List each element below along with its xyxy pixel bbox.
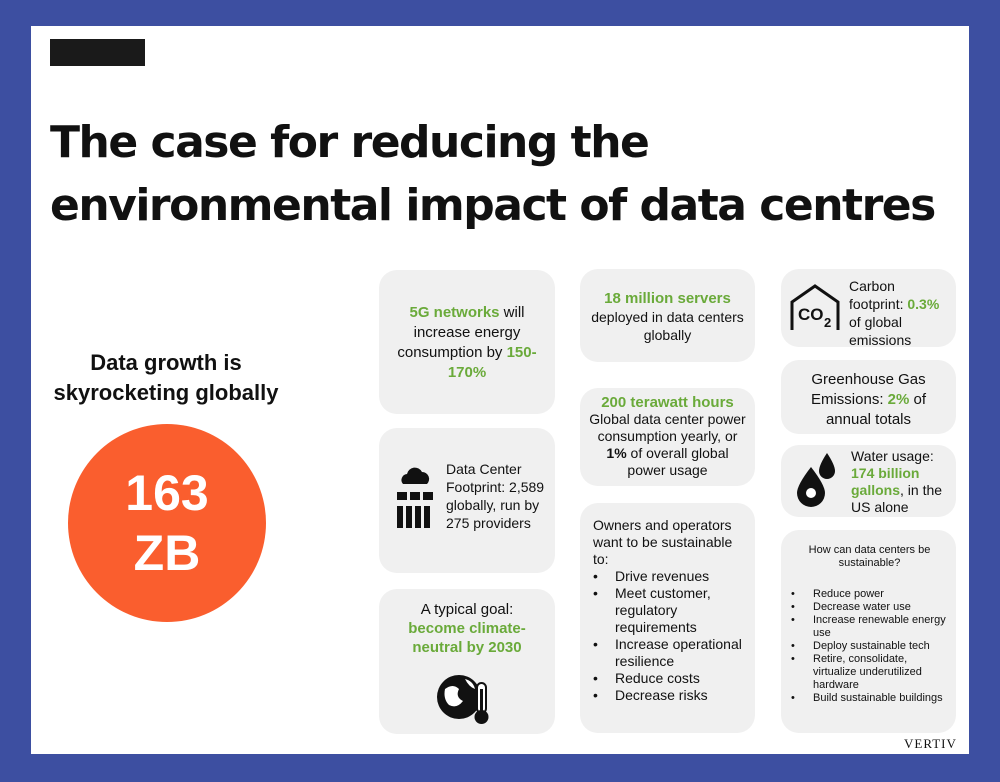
card-owners-operators: Owners and operators want to be sustaina… (580, 503, 755, 733)
list-item: Decrease water use (791, 601, 946, 614)
card-5g-networks: 5G networks will increase energy consump… (379, 270, 555, 414)
card-data-center-footprint: Data Center Footprint: 2,589 globally, r… (379, 428, 555, 573)
list-item: Build sustainable buildings (791, 692, 946, 705)
carbon-suffix: of global emissions (849, 314, 912, 348)
goal-label: A typical goal: (420, 601, 514, 618)
sustain-list: Reduce power Decrease water use Increase… (791, 588, 946, 705)
5g-text: will increase energy consumption by (397, 304, 525, 361)
data-center-cloud-icon (395, 466, 435, 534)
list-item: Retire, consolidate, virtualize underuti… (791, 653, 946, 692)
vertiv-logo-text: VERTIV (904, 736, 957, 751)
title-line-1: The case for reducing the (50, 117, 650, 168)
sustain-heading: How can data centers be sustainable? (808, 544, 931, 569)
power-value: 200 terawatt hours (601, 394, 734, 411)
card-power-consumption: 200 terawatt hours Global data center po… (580, 388, 755, 486)
growth-unit: ZB (133, 525, 201, 581)
earth-thermometer-icon (435, 669, 495, 732)
ghg-label: Greenhouse Gas Emissions: (810, 371, 926, 408)
power-text-2: of overall global power usage (626, 445, 729, 478)
list-item: Increase operational resilience (593, 636, 745, 670)
list-item: Meet customer, regulatory requirements (593, 585, 745, 636)
owners-list: Drive revenues Meet customer, regulatory… (593, 568, 745, 704)
owners-intro: Owners and operators want to be sustaina… (593, 517, 733, 567)
power-text: Global data center power consumption yea… (589, 411, 746, 444)
goal-value: become climate-neutral by 2030 (408, 620, 526, 656)
water-suffix: , in the US alone (851, 482, 943, 515)
power-percent: 1% (606, 445, 627, 461)
water-value: 174 billion gallons (851, 465, 920, 498)
card-how-sustainable: How can data centers be sustainable? Red… (781, 530, 956, 733)
list-item: Decrease risks (593, 687, 745, 704)
card-water-usage: Water usage: 174 billion gallons, in the… (781, 445, 956, 517)
data-growth-circle: 163 ZB (68, 424, 266, 622)
co2-icon-label: CO (798, 305, 824, 324)
servers-value: 18 million servers (604, 290, 731, 307)
list-item: Drive revenues (593, 568, 745, 585)
water-label: Water usage: (851, 448, 934, 464)
card-servers: 18 million servers deployed in data cent… (580, 269, 755, 362)
5g-label: 5G networks (409, 304, 500, 321)
co2-icon-subscript: 2 (824, 315, 831, 330)
list-item: Reduce costs (593, 670, 745, 687)
water-drops-icon (793, 451, 839, 513)
water-text: Water usage: 174 billion gallons, in the… (851, 448, 951, 516)
page-title: The case for reducing the environmental … (50, 111, 950, 237)
card-typical-goal: A typical goal: become climate-neutral b… (379, 589, 555, 734)
footprint-text: Data Center Footprint: 2,589 globally, r… (446, 461, 545, 531)
carbon-label: Carbon footprint: (849, 278, 908, 312)
5g-percent: 150-170% (447, 344, 537, 381)
carbon-text: Carbon footprint: 0.3% of global emissio… (849, 277, 949, 349)
co2-icon: CO 2 (789, 282, 841, 338)
list-item: Reduce power (791, 588, 946, 601)
growth-line-1: Data growth is (90, 350, 242, 375)
ghg-percent: 2% (887, 391, 910, 408)
carbon-percent: 0.3% (907, 296, 940, 312)
card-greenhouse-gas: Greenhouse Gas Emissions: 2% of annual t… (781, 360, 956, 434)
servers-text: deployed in data centers globally (591, 309, 744, 343)
ghg-suffix: of annual totals (825, 391, 927, 428)
title-line-2: environmental impact of data centres (50, 180, 936, 231)
infographic-frame: The case for reducing the environmental … (31, 26, 969, 754)
growth-value: 163 (125, 465, 209, 521)
data-growth-heading: Data growth is skyrocketing globally (31, 348, 301, 408)
growth-line-2: skyrocketing globally (53, 380, 279, 405)
list-item: Increase renewable energy use (791, 614, 946, 640)
card-carbon-footprint: CO 2 Carbon footprint: 0.3% of global em… (781, 269, 956, 349)
redacted-logo (50, 39, 145, 66)
list-item: Deploy sustainable tech (791, 640, 946, 653)
